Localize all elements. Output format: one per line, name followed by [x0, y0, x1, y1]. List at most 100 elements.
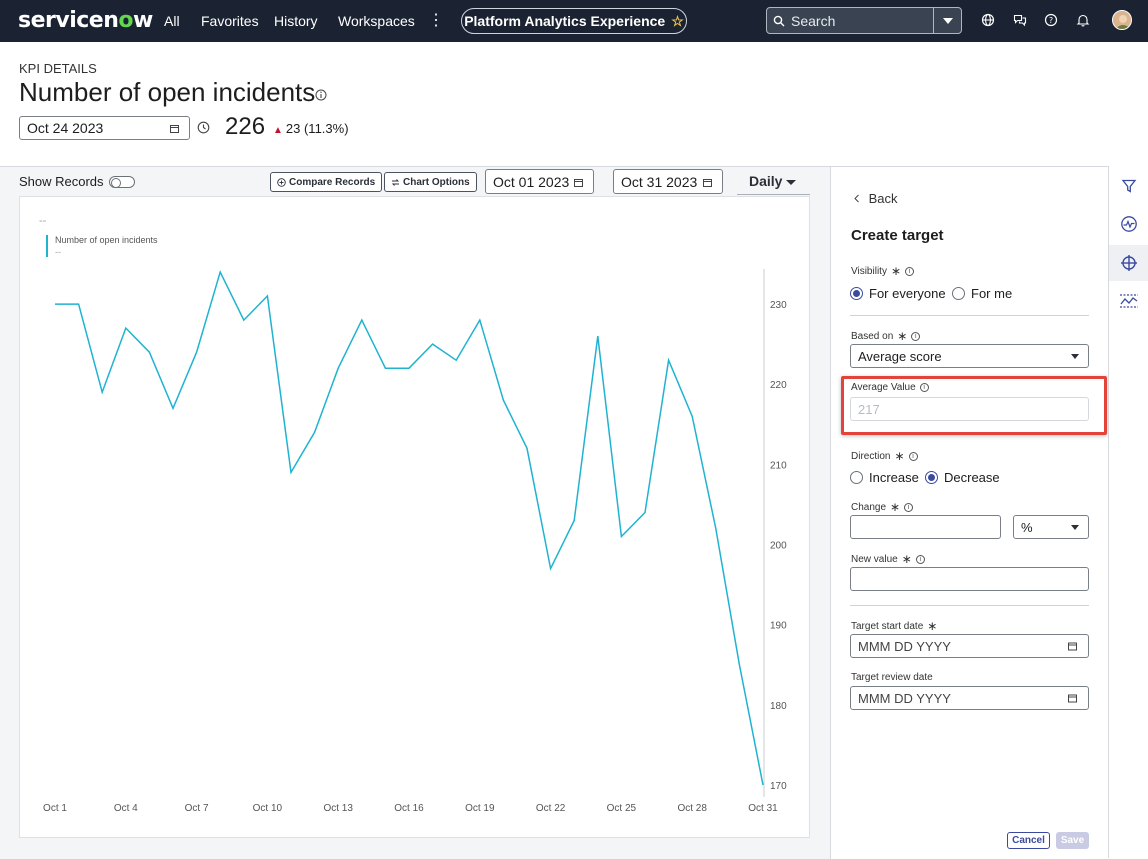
- info-icon[interactable]: i: [919, 383, 929, 392]
- based-on-select[interactable]: Average score: [850, 344, 1089, 368]
- legend-swatch: [46, 235, 48, 257]
- data-point: [196, 351, 198, 353]
- help-icon[interactable]: ?: [1043, 12, 1059, 28]
- info-icon[interactable]: i: [911, 331, 921, 341]
- show-records-toggle[interactable]: [109, 176, 135, 188]
- chat-icon[interactable]: [1012, 12, 1028, 28]
- highlight-box: [841, 376, 1107, 435]
- calendar-icon[interactable]: [703, 174, 712, 190]
- interval-select[interactable]: Daily: [737, 170, 810, 195]
- data-point: [503, 399, 505, 401]
- globe-icon[interactable]: [980, 12, 996, 28]
- calendar-icon[interactable]: [1068, 639, 1077, 654]
- required-asterisk: ∗: [927, 619, 938, 633]
- chevron-down-icon: [942, 17, 953, 24]
- radio-unselected[interactable]: [952, 287, 965, 300]
- data-point: [78, 303, 80, 305]
- global-search: [766, 7, 962, 34]
- nav-workspaces[interactable]: Workspaces: [338, 13, 415, 29]
- change-label-text: Change: [851, 501, 887, 513]
- search-scope-dropdown[interactable]: [933, 8, 961, 33]
- threshold-button[interactable]: [1109, 283, 1148, 319]
- compare-records-label: Compare Records: [289, 176, 376, 188]
- cancel-button[interactable]: Cancel: [1007, 832, 1050, 849]
- calendar-icon[interactable]: [1068, 691, 1077, 706]
- start-date-value: Oct 01 2023: [493, 173, 570, 190]
- y-tick-label: 210: [770, 460, 787, 471]
- end-date-picker[interactable]: Oct 31 2023: [613, 169, 723, 194]
- search-icon: [767, 8, 791, 33]
- info-icon[interactable]: i: [915, 554, 925, 564]
- nav-history[interactable]: History: [274, 13, 318, 29]
- required-asterisk: ∗: [890, 264, 901, 278]
- x-tick-label: Oct 28: [677, 803, 707, 814]
- chevron-left-icon: [854, 194, 859, 203]
- star-icon[interactable]: ☆: [671, 12, 684, 29]
- data-point: [361, 319, 363, 321]
- target-start-date-input[interactable]: MMM DD YYYY: [850, 634, 1089, 658]
- compare-records-button[interactable]: Compare Records: [270, 172, 383, 192]
- back-button[interactable]: Back: [853, 191, 898, 206]
- radio-unselected[interactable]: [850, 471, 863, 484]
- data-point: [550, 568, 552, 570]
- search-input[interactable]: [791, 12, 933, 29]
- calendar-icon[interactable]: [170, 120, 179, 136]
- data-point: [219, 271, 221, 273]
- clock-icon[interactable]: [197, 121, 210, 139]
- based-on-value: Average score: [858, 348, 942, 364]
- change-input[interactable]: [850, 515, 1001, 539]
- target-button[interactable]: [1109, 245, 1148, 281]
- chart-options-button[interactable]: Chart Options: [384, 172, 477, 192]
- radio-selected[interactable]: [925, 471, 938, 484]
- save-button[interactable]: Save: [1056, 832, 1089, 849]
- show-records-label: Show Records: [19, 174, 104, 189]
- data-point: [432, 343, 434, 345]
- kpi-date-picker[interactable]: Oct 24 2023: [19, 116, 190, 140]
- end-date-value: Oct 31 2023: [621, 173, 698, 190]
- nav-all[interactable]: All: [164, 13, 180, 29]
- y-tick-label: 170: [770, 781, 787, 792]
- visibility-radio-me[interactable]: For me: [952, 286, 1012, 301]
- info-icon[interactable]: [315, 88, 327, 106]
- bell-icon[interactable]: [1075, 12, 1091, 28]
- change-unit-select[interactable]: %: [1013, 515, 1089, 539]
- visibility-radio-everyone[interactable]: For everyone: [850, 286, 946, 301]
- workspace-pill[interactable]: Platform Analytics Experience ☆: [461, 8, 687, 34]
- avatar[interactable]: [1112, 10, 1132, 30]
- target-review-date-input[interactable]: MMM DD YYYY: [850, 686, 1089, 710]
- start-date-picker[interactable]: Oct 01 2023: [485, 169, 594, 194]
- info-icon[interactable]: i: [904, 502, 914, 512]
- x-tick-label: Oct 31: [748, 803, 778, 814]
- data-point: [385, 367, 387, 369]
- pulse-icon: [1121, 216, 1137, 232]
- y-tick-label: 230: [770, 300, 787, 311]
- data-point: [455, 359, 457, 361]
- radio-label: For me: [971, 286, 1013, 301]
- filter-icon: [1121, 179, 1137, 193]
- data-point: [101, 391, 103, 393]
- data-point: [668, 359, 670, 361]
- info-icon[interactable]: i: [905, 266, 914, 276]
- radio-selected[interactable]: [850, 287, 863, 300]
- more-menu-icon[interactable]: ⋮: [428, 12, 444, 29]
- trend-button[interactable]: [1109, 206, 1148, 242]
- series-line: [55, 269, 764, 786]
- x-tick-label: Oct 1: [43, 803, 67, 814]
- required-asterisk: ∗: [894, 449, 905, 463]
- change-unit-value: %: [1021, 519, 1033, 535]
- kpi-date-value: Oct 24 2023: [27, 120, 104, 136]
- direction-radio-decrease[interactable]: Decrease: [925, 470, 1000, 485]
- new-value-input[interactable]: [850, 567, 1089, 591]
- target-start-placeholder: MMM DD YYYY: [858, 638, 951, 654]
- direction-radio-increase[interactable]: Increase: [850, 470, 919, 485]
- calendar-icon[interactable]: [574, 174, 583, 190]
- interval-value: Daily: [749, 173, 783, 189]
- chart-options-label: Chart Options: [403, 176, 470, 188]
- nav-favorites[interactable]: Favorites: [201, 13, 259, 29]
- page-title: Number of open incidents: [19, 77, 316, 107]
- filter-button[interactable]: [1109, 168, 1148, 204]
- servicenow-logo[interactable]: servicenow: [18, 8, 153, 33]
- info-icon[interactable]: i: [908, 451, 918, 461]
- data-point: [691, 415, 693, 417]
- data-point: [526, 447, 528, 449]
